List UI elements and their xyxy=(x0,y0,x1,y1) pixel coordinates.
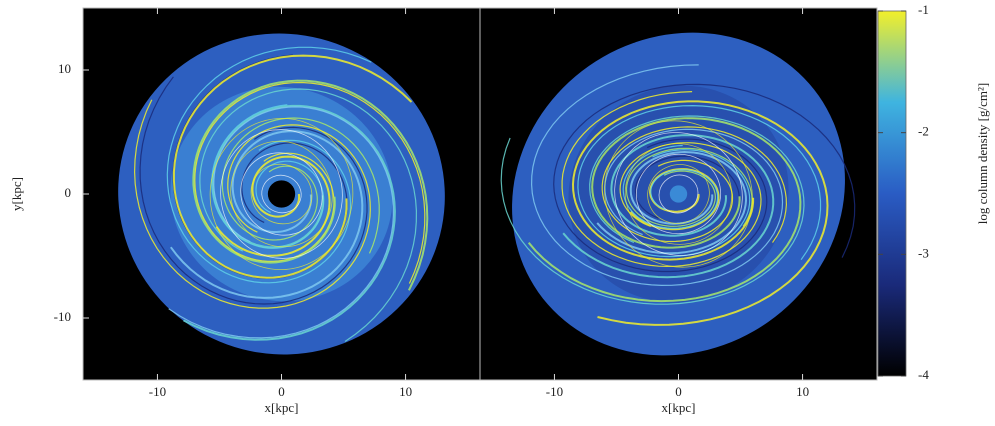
y-tick-label: -10 xyxy=(54,309,71,324)
spiral-arm xyxy=(139,76,368,305)
spiral-arm xyxy=(571,100,829,326)
colorbar-tick-label: -2 xyxy=(918,124,929,139)
y-tick-label: 10 xyxy=(58,61,71,76)
spiral-arm xyxy=(215,155,331,257)
spiral-arm xyxy=(553,83,856,273)
ring xyxy=(220,129,343,259)
spiral-arm xyxy=(192,79,429,291)
ring xyxy=(624,143,733,245)
ring xyxy=(240,152,323,236)
spiral-arm xyxy=(625,147,753,227)
panel xyxy=(83,8,480,380)
ring xyxy=(604,120,753,268)
x-tick-label: 0 xyxy=(675,384,682,399)
spiral-arm xyxy=(629,168,720,231)
colorbar xyxy=(877,10,907,377)
colorbar-tick-label: -1 xyxy=(918,2,929,17)
core xyxy=(669,185,688,203)
spiral-arm xyxy=(199,88,418,342)
ring xyxy=(647,164,710,224)
spiral-arm xyxy=(622,144,719,230)
spiral-arm xyxy=(168,106,395,339)
ring xyxy=(250,163,313,225)
y-tick-label: 0 xyxy=(65,185,72,200)
x-tick-label: 10 xyxy=(399,384,412,399)
x-tick-label: 0 xyxy=(278,384,285,399)
spiral-arm xyxy=(527,117,802,303)
x-tick-label: -10 xyxy=(546,384,563,399)
spiral-arm xyxy=(500,115,805,305)
ring xyxy=(261,174,302,214)
spiral-arm xyxy=(133,99,371,309)
ring xyxy=(209,117,354,271)
ring xyxy=(635,153,722,235)
spiral-arm xyxy=(170,130,364,299)
spiral-arm xyxy=(172,54,413,279)
spiral-arm xyxy=(530,64,784,287)
spiral-arm xyxy=(562,134,775,279)
y-axis-label: y[kpc] xyxy=(9,177,24,211)
x-axis-label: x[kpc] xyxy=(265,400,299,415)
spiral-arm xyxy=(194,81,426,284)
ring xyxy=(614,132,743,256)
x-axis-label: x[kpc] xyxy=(662,400,696,415)
colorbar-tick-label: -4 xyxy=(918,367,929,382)
spiral-arm xyxy=(561,91,762,268)
spiral-arm xyxy=(166,46,372,284)
spiral-arm xyxy=(221,117,380,254)
core xyxy=(267,180,296,208)
ring xyxy=(230,140,333,248)
ring xyxy=(658,174,699,214)
x-tick-label: 10 xyxy=(796,384,809,399)
spiral-arm xyxy=(601,126,788,243)
colorbar-label: log column density [g/cm²] xyxy=(975,83,990,224)
spiral-arm xyxy=(183,104,396,341)
panel xyxy=(480,8,877,380)
colorbar-tick-label: -3 xyxy=(918,245,929,260)
x-tick-label: -10 xyxy=(149,384,166,399)
